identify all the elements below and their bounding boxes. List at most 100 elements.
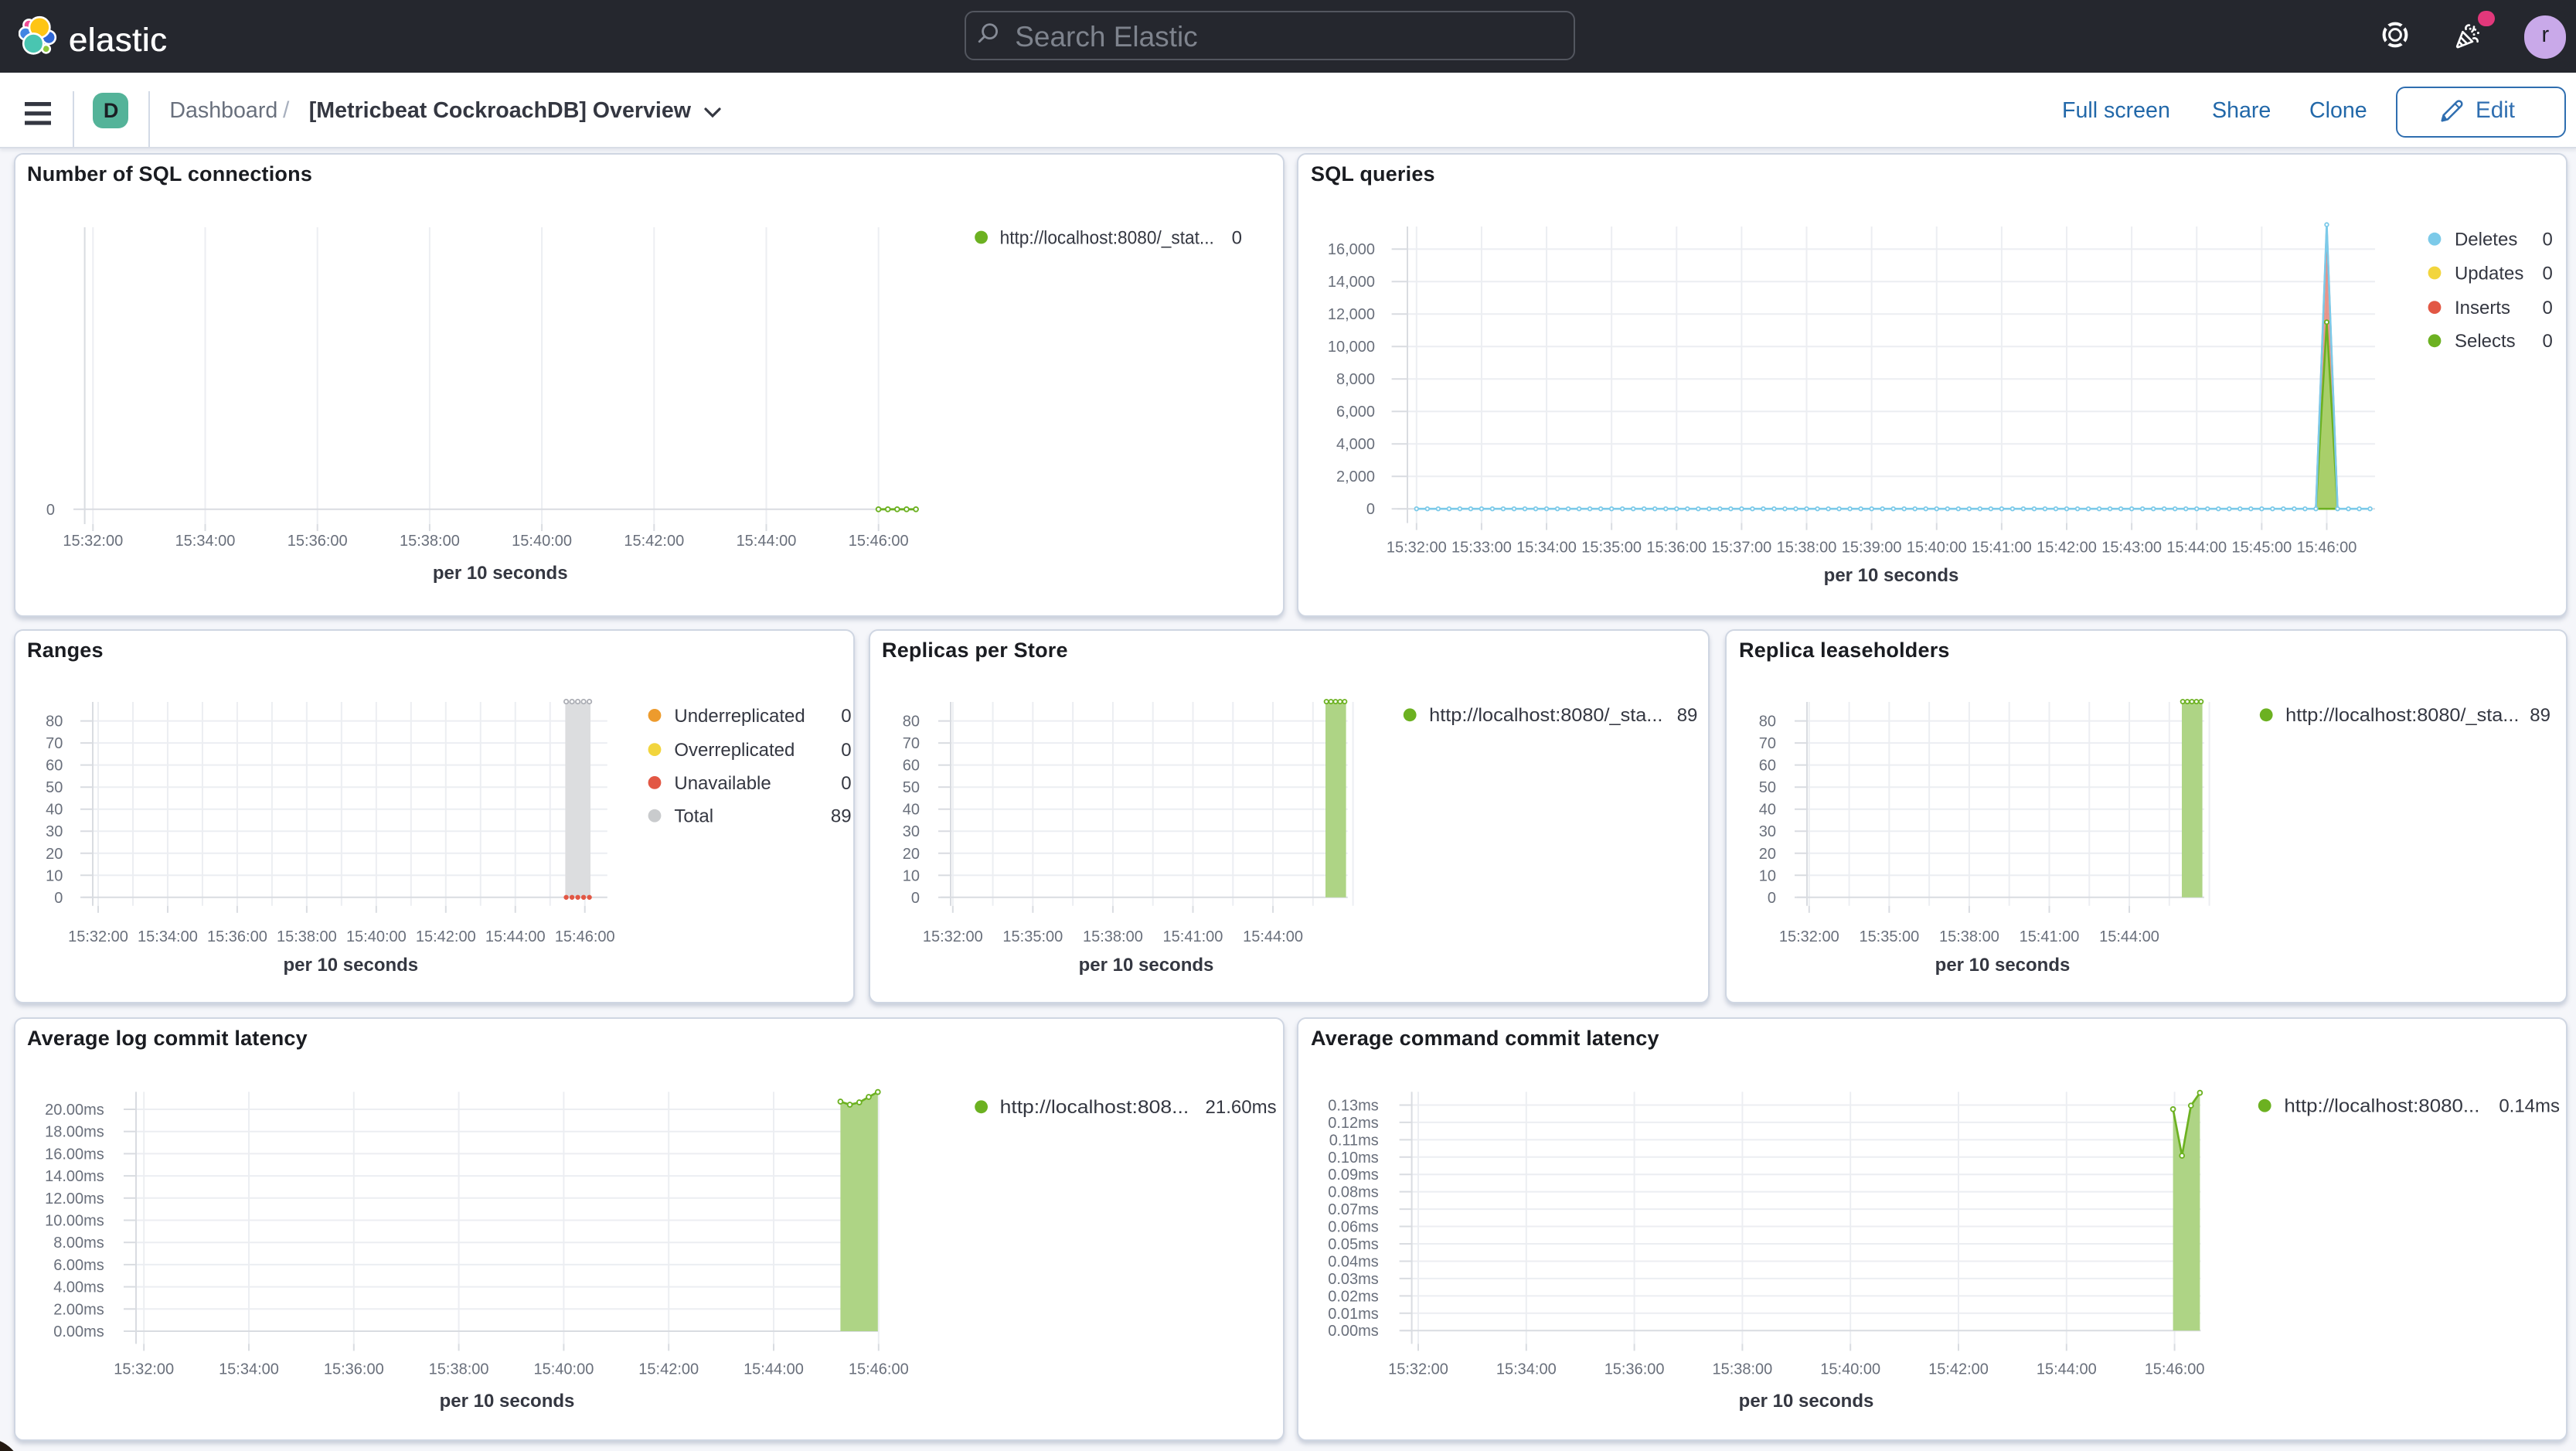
svg-text:21.60ms: 21.60ms <box>1205 1096 1276 1117</box>
svg-text:15:46:00: 15:46:00 <box>848 533 908 550</box>
svg-text:0.02ms: 0.02ms <box>1328 1287 1379 1304</box>
svg-text:60: 60 <box>902 758 919 775</box>
svg-text:Selects: Selects <box>2455 331 2516 352</box>
svg-text:0.09ms: 0.09ms <box>1328 1166 1379 1183</box>
svg-text:15:46:00: 15:46:00 <box>2297 539 2357 556</box>
svg-text:20: 20 <box>902 846 919 863</box>
svg-text:12.00ms: 12.00ms <box>44 1190 104 1207</box>
svg-text:per 10 seconds: per 10 seconds <box>1935 955 2071 976</box>
svg-text:16.00ms: 16.00ms <box>44 1145 104 1162</box>
svg-text:15:42:00: 15:42:00 <box>638 1361 698 1378</box>
svg-text:6.00ms: 6.00ms <box>53 1256 104 1273</box>
svg-text:60: 60 <box>1759 758 1776 775</box>
svg-text:15:38:00: 15:38:00 <box>1712 1361 1772 1378</box>
svg-text:0: 0 <box>1231 227 1241 248</box>
svg-text:15:38:00: 15:38:00 <box>399 533 459 550</box>
svg-text:0: 0 <box>1366 501 1375 518</box>
svg-text:40: 40 <box>45 802 62 819</box>
svg-text:Underreplicated: Underreplicated <box>673 706 804 727</box>
svg-text:15:38:00: 15:38:00 <box>1939 928 1999 945</box>
svg-text:89: 89 <box>830 806 851 827</box>
svg-text:0: 0 <box>840 773 850 794</box>
svg-text:15:34:00: 15:34:00 <box>1516 539 1577 556</box>
svg-text:0.01ms: 0.01ms <box>1328 1305 1379 1322</box>
svg-text:10.00ms: 10.00ms <box>44 1212 104 1229</box>
svg-text:http://localhost:8080/_sta...: http://localhost:8080/_sta... <box>2285 705 2519 726</box>
svg-text:20: 20 <box>45 846 62 863</box>
svg-text:15:35:00: 15:35:00 <box>1859 928 1919 945</box>
svg-text:0: 0 <box>46 502 54 519</box>
svg-text:http://localhost:808...: http://localhost:808... <box>999 1096 1189 1117</box>
svg-text:30: 30 <box>1759 823 1776 840</box>
svg-text:15:32:00: 15:32:00 <box>1387 539 1447 556</box>
svg-text:15:38:00: 15:38:00 <box>1082 928 1142 945</box>
svg-text:15:44:00: 15:44:00 <box>485 928 545 945</box>
svg-text:15:44:00: 15:44:00 <box>2037 1361 2097 1378</box>
svg-text:4.00ms: 4.00ms <box>53 1279 104 1296</box>
svg-text:15:46:00: 15:46:00 <box>2145 1361 2205 1378</box>
svg-text:0.05ms: 0.05ms <box>1328 1235 1379 1252</box>
svg-text:15:41:00: 15:41:00 <box>2020 928 2080 945</box>
svg-text:0: 0 <box>2542 263 2552 284</box>
svg-text:89: 89 <box>2530 705 2550 726</box>
svg-text:15:37:00: 15:37:00 <box>1711 539 1771 556</box>
svg-text:8.00ms: 8.00ms <box>53 1234 104 1251</box>
svg-text:15:32:00: 15:32:00 <box>113 1361 173 1378</box>
svg-text:http://localhost:8080...: http://localhost:8080... <box>2284 1095 2479 1116</box>
svg-text:per 10 seconds: per 10 seconds <box>1739 1390 1874 1411</box>
svg-text:40: 40 <box>902 802 919 819</box>
svg-text:15:34:00: 15:34:00 <box>137 928 197 945</box>
svg-text:0.11ms: 0.11ms <box>1329 1131 1379 1148</box>
svg-text:20: 20 <box>1759 846 1776 863</box>
svg-text:15:38:00: 15:38:00 <box>1777 539 1837 556</box>
svg-text:15:44:00: 15:44:00 <box>1242 928 1302 945</box>
svg-text:15:44:00: 15:44:00 <box>2099 928 2159 945</box>
svg-text:15:34:00: 15:34:00 <box>175 533 235 550</box>
svg-text:20.00ms: 20.00ms <box>44 1101 104 1118</box>
svg-text:0.12ms: 0.12ms <box>1328 1114 1379 1131</box>
svg-text:89: 89 <box>1676 705 1697 726</box>
svg-text:per 10 seconds: per 10 seconds <box>439 1390 574 1411</box>
svg-text:per 10 seconds: per 10 seconds <box>282 955 417 976</box>
svg-text:http://localhost:8080/_sta...: http://localhost:8080/_sta... <box>1428 705 1662 726</box>
svg-text:0: 0 <box>1768 890 1776 907</box>
svg-text:15:40:00: 15:40:00 <box>1820 1361 1880 1378</box>
svg-text:per 10 seconds: per 10 seconds <box>432 563 567 584</box>
svg-text:15:42:00: 15:42:00 <box>623 533 683 550</box>
svg-text:Unavailable: Unavailable <box>673 773 770 794</box>
svg-text:0: 0 <box>2542 298 2552 318</box>
svg-text:15:41:00: 15:41:00 <box>1972 539 2032 556</box>
svg-text:15:38:00: 15:38:00 <box>276 928 336 945</box>
svg-text:15:44:00: 15:44:00 <box>743 1361 803 1378</box>
svg-text:15:33:00: 15:33:00 <box>1451 539 1512 556</box>
svg-text:0.10ms: 0.10ms <box>1328 1149 1379 1166</box>
svg-text:30: 30 <box>45 823 62 840</box>
svg-text:0.04ms: 0.04ms <box>1328 1252 1379 1269</box>
svg-text:Deletes: Deletes <box>2455 230 2517 250</box>
svg-text:15:32:00: 15:32:00 <box>1779 928 1839 945</box>
svg-text:18.00ms: 18.00ms <box>44 1123 104 1140</box>
svg-text:0: 0 <box>840 706 850 727</box>
svg-text:0.14ms: 0.14ms <box>2499 1095 2560 1116</box>
svg-text:15:40:00: 15:40:00 <box>533 1361 593 1378</box>
svg-text:60: 60 <box>45 758 62 775</box>
svg-text:14,000: 14,000 <box>1328 274 1375 291</box>
svg-text:6,000: 6,000 <box>1336 404 1375 421</box>
svg-text:0: 0 <box>2542 230 2552 250</box>
svg-text:80: 80 <box>45 714 62 731</box>
svg-text:0: 0 <box>2542 331 2552 352</box>
svg-text:15:43:00: 15:43:00 <box>2101 539 2162 556</box>
svg-text:10,000: 10,000 <box>1328 339 1375 356</box>
svg-text:14.00ms: 14.00ms <box>44 1167 104 1184</box>
svg-text:80: 80 <box>1759 714 1776 731</box>
svg-text:15:35:00: 15:35:00 <box>1581 539 1642 556</box>
svg-text:15:36:00: 15:36:00 <box>1646 539 1707 556</box>
svg-text:15:45:00: 15:45:00 <box>2231 539 2292 556</box>
svg-text:10: 10 <box>1759 867 1776 884</box>
svg-text:0: 0 <box>910 890 919 907</box>
svg-text:15:32:00: 15:32:00 <box>67 928 128 945</box>
svg-text:15:36:00: 15:36:00 <box>287 533 347 550</box>
svg-text:30: 30 <box>902 823 919 840</box>
svg-text:15:42:00: 15:42:00 <box>415 928 475 945</box>
svg-text:15:40:00: 15:40:00 <box>511 533 571 550</box>
